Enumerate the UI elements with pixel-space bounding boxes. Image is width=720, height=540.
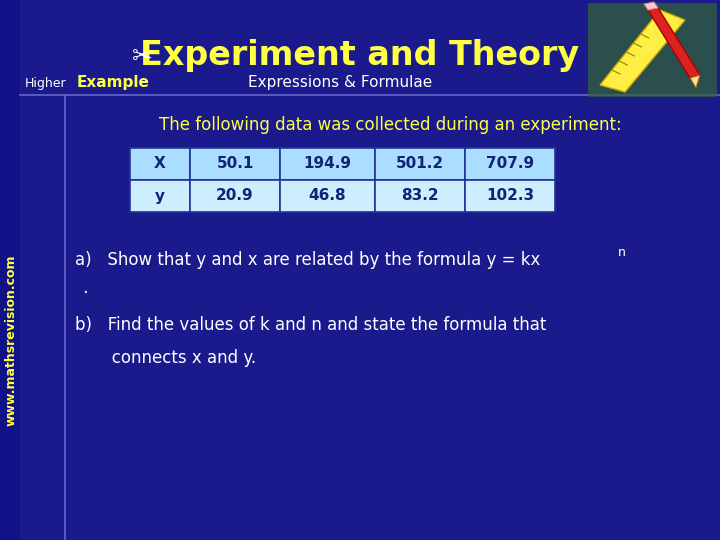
Text: y: y [155,188,165,204]
FancyBboxPatch shape [0,0,20,540]
Polygon shape [644,2,658,10]
Text: connects x and y.: connects x and y. [75,349,256,367]
Polygon shape [690,75,700,88]
Text: 501.2: 501.2 [396,157,444,172]
FancyBboxPatch shape [375,148,465,180]
Polygon shape [600,10,685,92]
Text: Higher: Higher [25,77,67,90]
Text: b)   Find the values of k and n and state the formula that: b) Find the values of k and n and state … [75,316,546,334]
Text: Expressions & Formulae: Expressions & Formulae [248,76,432,91]
FancyBboxPatch shape [465,180,555,212]
Text: 50.1: 50.1 [216,157,253,172]
FancyBboxPatch shape [375,180,465,212]
Text: 102.3: 102.3 [486,188,534,204]
FancyBboxPatch shape [280,148,375,180]
Text: Experiment and Theory: Experiment and Theory [140,38,580,71]
Text: 707.9: 707.9 [486,157,534,172]
FancyBboxPatch shape [130,180,190,212]
Text: .: . [82,279,88,297]
FancyBboxPatch shape [588,3,717,97]
Text: The following data was collected during an experiment:: The following data was collected during … [158,116,621,134]
FancyBboxPatch shape [465,148,555,180]
FancyBboxPatch shape [280,180,375,212]
Text: Example: Example [77,76,150,91]
Text: a)   Show that y and x are related by the formula y = kx: a) Show that y and x are related by the … [75,251,541,269]
FancyBboxPatch shape [190,180,280,212]
Text: n: n [618,246,626,259]
Text: www.mathsrevision.com: www.mathsrevision.com [4,254,17,426]
Text: ✂: ✂ [132,45,153,69]
Text: 20.9: 20.9 [216,188,254,204]
Polygon shape [648,8,700,78]
Text: 194.9: 194.9 [304,157,351,172]
FancyBboxPatch shape [130,148,190,180]
Text: X: X [154,157,166,172]
Text: 46.8: 46.8 [309,188,346,204]
FancyBboxPatch shape [190,148,280,180]
Text: 83.2: 83.2 [401,188,438,204]
